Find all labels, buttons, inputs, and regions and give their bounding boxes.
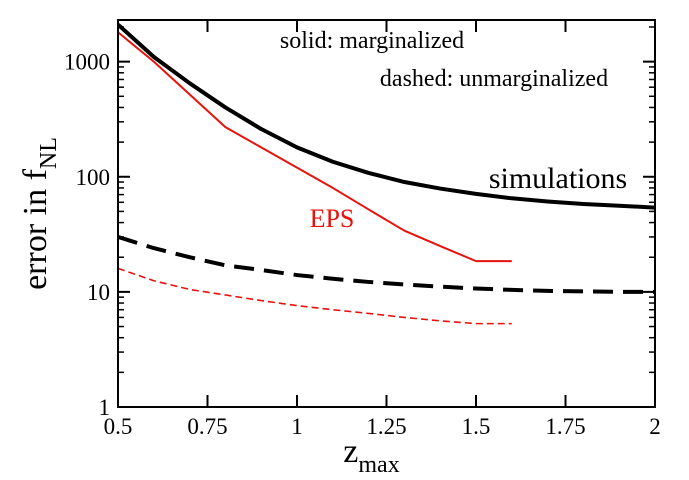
y-axis-label-main: error in f (17, 168, 54, 290)
x-tick-label: 0.75 (187, 414, 227, 439)
series-line (118, 31, 512, 263)
y-axis-label: error in fNL (17, 137, 62, 290)
series-line (118, 23, 655, 210)
x-tick-label: 1.25 (366, 414, 406, 439)
y-tick-label: 10 (87, 280, 110, 305)
annotation: EPS (310, 204, 355, 233)
x-axis-label-main: z (343, 433, 358, 470)
annotation: simulations (489, 162, 627, 195)
x-tick-label: 1 (291, 414, 303, 439)
x-axis-label-sub: max (358, 452, 399, 478)
x-tick-label: 1.75 (545, 414, 585, 439)
y-axis-label-sub: NL (36, 137, 62, 169)
x-tick-label: 0.5 (104, 414, 133, 439)
y-tick-label: 100 (76, 165, 111, 190)
annotation: dashed: unmarginalized (380, 66, 608, 92)
y-tick-label: 1000 (64, 50, 110, 75)
series-line (118, 235, 655, 294)
x-tick-label: 2 (649, 414, 661, 439)
x-axis-label: zmax (343, 433, 399, 478)
series-line (118, 267, 512, 325)
y-tick-label: 1 (99, 395, 111, 420)
annotation: solid: marginalized (280, 28, 464, 54)
x-tick-label: 1.5 (462, 414, 491, 439)
